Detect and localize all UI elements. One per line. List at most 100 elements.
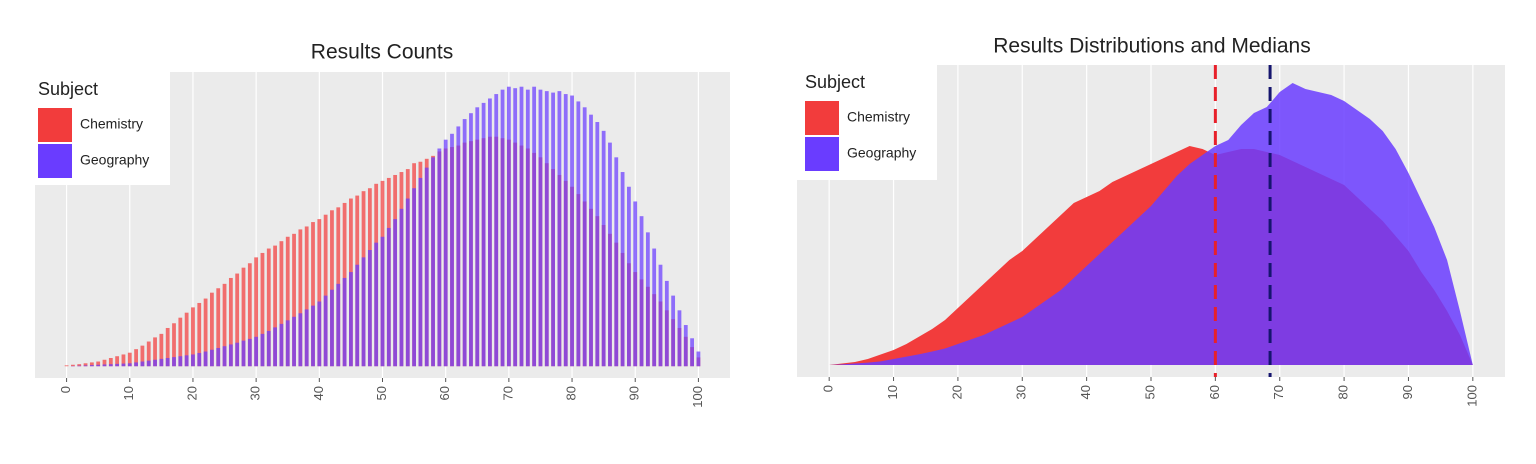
bar (570, 95, 574, 367)
bar (323, 295, 328, 367)
bar (254, 257, 259, 367)
bar (159, 333, 164, 367)
bar (184, 355, 189, 367)
area (829, 83, 1473, 365)
chart: Results Distributions and Medians 0 10 20 30… (797, 35, 1505, 407)
bar (96, 364, 101, 367)
bar (304, 309, 309, 367)
legend-label: Geography (847, 145, 916, 161)
bar (108, 364, 113, 367)
x-tick-label: 30 (248, 386, 263, 400)
x-tick-label: 10 (885, 385, 900, 399)
bar (652, 248, 657, 367)
x-tick-label: 80 (1336, 385, 1351, 399)
x-tick-label: 0 (58, 386, 73, 393)
bar (146, 341, 151, 367)
bar (298, 229, 303, 367)
chart-title: Results Counts (311, 41, 453, 64)
x-tick-label: 0 (821, 385, 836, 392)
legend-swatch (38, 108, 72, 142)
bar (127, 352, 132, 367)
bar (71, 364, 75, 367)
bar (273, 327, 277, 367)
bar (203, 298, 208, 367)
legend-label: Chemistry (80, 116, 143, 132)
bar (266, 330, 271, 367)
bar (241, 267, 246, 367)
bar (178, 317, 183, 367)
bar (393, 219, 398, 367)
bar (108, 357, 113, 367)
bar (462, 119, 467, 367)
bar (639, 216, 644, 367)
legend-title: Subject (38, 79, 98, 99)
bar (292, 233, 296, 367)
bar (589, 114, 593, 367)
x-tick-label: 20 (184, 386, 199, 400)
bar (140, 345, 145, 367)
bar (424, 167, 429, 367)
bar (197, 352, 202, 367)
x-tick-label: 10 (121, 386, 136, 400)
bar (664, 280, 669, 367)
bar (450, 133, 454, 367)
bar (89, 362, 94, 367)
bar (77, 365, 82, 367)
bar (102, 364, 107, 367)
bar (538, 89, 543, 367)
bar (431, 157, 435, 367)
bar (620, 172, 625, 367)
bar (677, 310, 682, 367)
bar (279, 241, 284, 367)
bar (222, 283, 227, 367)
x-tick-label: 60 (437, 386, 452, 400)
x-tick-label: 40 (311, 386, 326, 400)
bar (475, 107, 480, 367)
bar (418, 177, 423, 367)
bar (134, 349, 138, 367)
bar (292, 316, 296, 367)
x-tick-label: 20 (949, 385, 964, 399)
legend-swatch (805, 137, 839, 171)
chart-title: Results Distributions and Medians (993, 35, 1310, 58)
bar (165, 357, 170, 367)
bar (121, 363, 126, 367)
bar (576, 101, 581, 367)
bar (254, 336, 259, 367)
bar (228, 277, 233, 367)
bar (330, 289, 334, 367)
x-tick-label: 100 (1464, 385, 1479, 407)
bar (506, 86, 511, 367)
bar (481, 102, 486, 367)
x-tick-label: 30 (1014, 385, 1029, 399)
bar (469, 113, 473, 367)
bar (311, 305, 315, 367)
x-tick-label: 80 (563, 386, 578, 400)
bar (96, 361, 101, 367)
bar (184, 312, 189, 367)
bar (601, 130, 606, 367)
bar (494, 94, 499, 367)
x-tick-label: 70 (500, 386, 515, 400)
bar (525, 89, 530, 367)
bar (210, 292, 214, 367)
bar (671, 295, 676, 367)
bar (311, 222, 315, 367)
bar (222, 346, 227, 367)
bar (380, 236, 385, 367)
bar (121, 354, 126, 367)
bar (172, 357, 176, 367)
bar (115, 356, 120, 367)
legend-swatch (805, 101, 839, 135)
bar (355, 264, 360, 367)
bar (557, 91, 562, 367)
bar (500, 89, 505, 367)
bar (317, 219, 322, 367)
bar (146, 360, 151, 367)
bar (443, 139, 448, 367)
bar (178, 356, 183, 367)
bar (304, 226, 309, 367)
x-tick-label: 50 (374, 386, 389, 400)
bar (89, 365, 94, 367)
